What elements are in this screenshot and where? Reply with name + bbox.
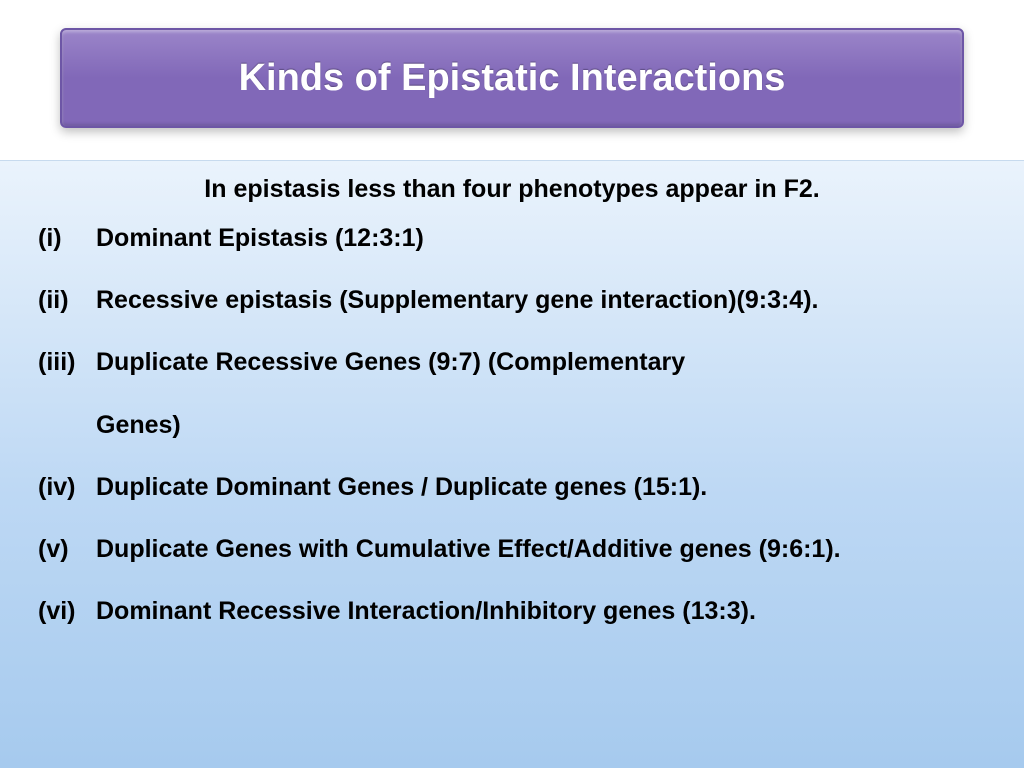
list-item: (vi) Dominant Recessive Interaction/Inhi… <box>38 595 986 629</box>
list-item: (iv) Duplicate Dominant Genes / Duplicat… <box>38 471 986 505</box>
list-marker: (iii) <box>38 346 96 444</box>
list-item: (iii) Duplicate Recessive Genes (9:7) (C… <box>38 346 986 444</box>
list-text: Duplicate Dominant Genes / Duplicate gen… <box>96 471 986 505</box>
list-item: (ii) Recessive epistasis (Supplementary … <box>38 284 986 318</box>
list-text: Recessive epistasis (Supplementary gene … <box>96 284 986 318</box>
list-text: Dominant Epistasis (12:3:1) <box>96 222 986 256</box>
list-item: (v) Duplicate Genes with Cumulative Effe… <box>38 533 986 567</box>
list-marker: (i) <box>38 222 96 256</box>
list-text-line2: Genes) <box>96 409 986 443</box>
list-marker: (ii) <box>38 284 96 318</box>
list-marker: (iv) <box>38 471 96 505</box>
list-marker: (v) <box>38 533 96 567</box>
slide-content-panel: In epistasis less than four phenotypes a… <box>0 160 1024 768</box>
slide-title: Kinds of Epistatic Interactions <box>239 57 786 100</box>
list-item: (i) Dominant Epistasis (12:3:1) <box>38 222 986 256</box>
list-text-line1: Duplicate Recessive Genes (9:7) (Complem… <box>96 348 685 376</box>
list-text: Duplicate Genes with Cumulative Effect/A… <box>96 533 986 567</box>
list-text: Dominant Recessive Interaction/Inhibitor… <box>96 595 986 629</box>
list-text: Duplicate Recessive Genes (9:7) (Complem… <box>96 346 986 444</box>
slide-title-bar: Kinds of Epistatic Interactions <box>60 28 964 128</box>
intro-text: In epistasis less than four phenotypes a… <box>38 175 986 204</box>
list-marker: (vi) <box>38 595 96 629</box>
